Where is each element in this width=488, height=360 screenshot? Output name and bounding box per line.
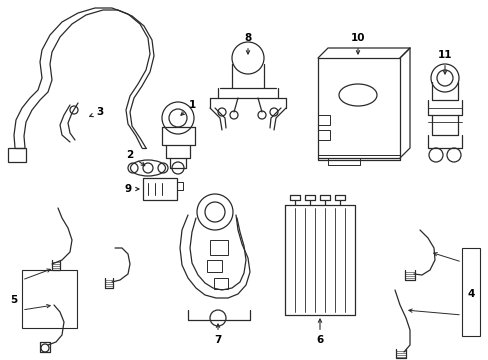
- Text: 10: 10: [350, 33, 365, 54]
- Text: 1: 1: [181, 100, 195, 115]
- Text: 2: 2: [126, 150, 144, 166]
- Text: 4: 4: [467, 289, 474, 299]
- Text: 8: 8: [244, 33, 251, 54]
- Bar: [214, 278, 227, 289]
- Bar: [317, 130, 329, 140]
- Text: 3: 3: [89, 107, 103, 117]
- Bar: [22, 270, 77, 328]
- Text: 5: 5: [10, 295, 18, 305]
- Bar: [8, 148, 26, 162]
- Text: 9: 9: [124, 184, 139, 194]
- Bar: [209, 240, 227, 255]
- Bar: [206, 260, 222, 272]
- Text: 6: 6: [316, 319, 323, 345]
- Bar: [317, 115, 329, 125]
- Bar: [142, 178, 177, 200]
- Text: 7: 7: [214, 324, 221, 345]
- Text: 11: 11: [437, 50, 451, 74]
- Bar: [461, 248, 479, 336]
